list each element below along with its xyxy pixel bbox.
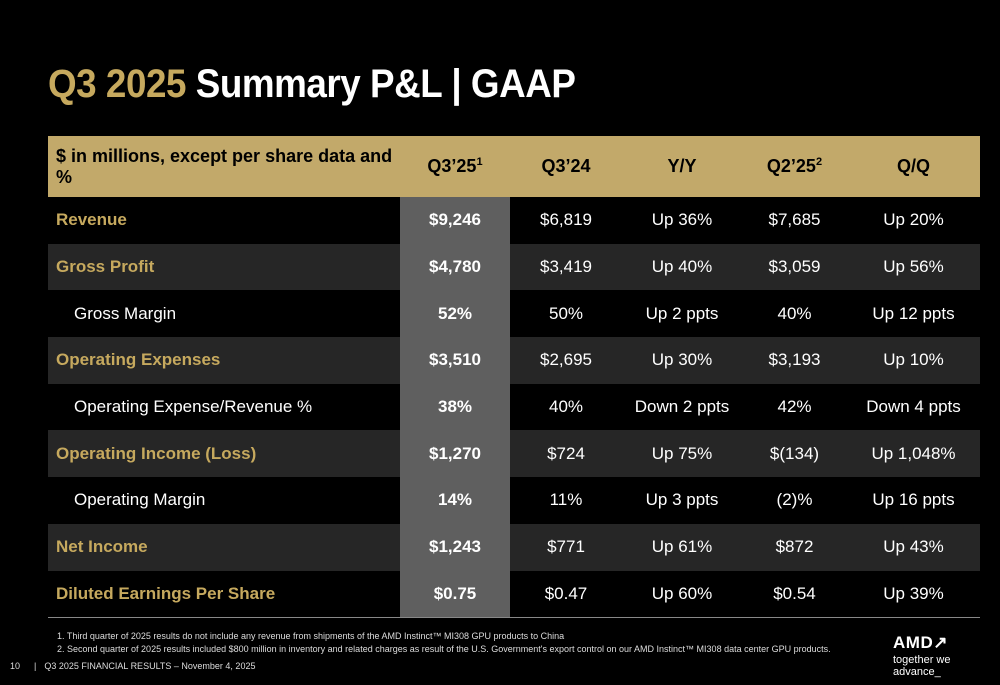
table-row: Gross Margin 52% 50% Up 2 ppts 40% Up 12 ppts [48,290,980,338]
table-row: Operating Expense/Revenue % 38% 40% Down 2 … [48,383,980,431]
cell-yy: Up 75% [651,443,713,463]
cell-q3-25: $3,510 [400,337,510,384]
row-label: Operating Expenses [56,350,221,370]
cell-qq: Up 10% [883,350,944,370]
row-label: Gross Margin [74,303,177,323]
header-yy: Y/Y [622,136,742,197]
cell-q3-25: 52% [400,290,510,338]
cell-q2-25: 42% [777,397,812,417]
cell-q2-25: $3,059 [768,257,821,277]
pl-summary-table: $ in millions, except per share data and… [48,136,980,618]
cell-yy: Up 30% [651,350,713,370]
cell-q3-25: $0.75 [400,570,510,618]
row-label: Net Income [56,537,148,557]
footnote-ref-1: 1 [476,156,483,168]
cell-q3-25: $4,780 [400,243,510,291]
cell-qq: Down 4 ppts [866,397,961,417]
row-label: Diluted Earnings Per Share [56,583,276,603]
cell-qq: Up 20% [883,210,944,230]
cell-q2-25: $7,685 [768,210,821,230]
header-q3-24: Q3’24 [510,136,622,197]
cell-q3-24: $0.47 [544,583,588,603]
cell-q3-24: $724 [547,443,585,463]
footnote-2: 2. Second quarter of 2025 results includ… [57,644,831,654]
amd-logo: AMD↗ together we advance_ [893,633,1000,678]
header-label: $ in millions, except per share data and… [48,136,400,197]
cell-yy: Up 40% [651,257,713,277]
header-q2-25-text: Q2’25 [766,156,816,176]
cell-yy: Up 60% [651,583,713,603]
table-row: Gross Profit $4,780 $3,419 Up 40% $3,059 Up 5… [48,243,980,291]
footer-divider: | [34,661,37,671]
logo-brand: AMD [893,633,934,652]
row-label: Operating Income (Loss) [56,443,257,463]
footnote-1: 1. Third quarter of 2025 results do not … [57,631,565,641]
cell-yy: Up 3 ppts [645,490,719,510]
cell-q2-25: $0.54 [773,583,816,603]
row-label: Operating Expense/Revenue % [74,397,313,417]
footnotes: 1. Third quarter of 2025 results do not … [57,630,831,656]
cell-q3-24: 40% [548,397,584,417]
cell-q3-24: $771 [547,537,585,557]
cell-q3-25: 14% [400,477,510,524]
cell-q3-25: $1,243 [400,523,510,571]
cell-qq: Up 1,048% [871,443,956,463]
row-label: Operating Margin [74,490,206,510]
title-rest: Summary P&L | GAAP [185,62,576,106]
logo-wordmark: AMD↗ [893,633,1000,653]
cell-q2-25: (2)% [776,490,813,510]
cell-q2-25: 40% [777,303,812,323]
cell-yy: Up 36% [651,210,713,230]
cell-q3-24: $3,419 [540,257,592,277]
cell-q3-25: $9,246 [400,197,510,244]
cell-qq: Up 43% [883,537,944,557]
cell-q3-24: $6,819 [540,210,592,230]
row-label: Revenue [56,210,127,230]
footer-text: Q3 2025 FINANCIAL RESULTS – November 4, … [44,661,256,671]
header-qq: Q/Q [847,136,980,197]
cell-q3-25: 38% [400,383,510,431]
table-row: Operating Margin 14% 11% Up 3 ppts (2)% Up 16… [48,477,980,524]
footer: 10 | Q3 2025 FINANCIAL RESULTS – November … [10,661,255,671]
table-row: Revenue $9,246 $6,819 Up 36% $7,685 Up 20% [48,197,980,244]
table-row: Operating Expenses $3,510 $2,695 Up 30% $3,1… [48,337,980,384]
header-q2-25: Q2’252 [742,136,847,197]
cell-yy: Up 2 ppts [645,303,719,323]
cell-q2-25: $(134) [769,443,820,463]
cell-yy: Down 2 ppts [634,397,730,417]
logo-tagline: together we advance_ [893,654,951,678]
cell-qq: Up 12 ppts [872,303,955,323]
cell-yy: Up 61% [651,537,713,557]
header-q3-25-text: Q3’25 [427,156,477,176]
title-highlight: Q3 2025 [48,62,186,106]
table-header-row: $ in millions, except per share data and… [48,136,980,197]
header-q3-25: Q3’251 [400,136,510,197]
cell-qq: Up 16 ppts [872,490,955,510]
cell-q3-24: 50% [548,303,584,323]
cell-qq: Up 39% [883,583,944,603]
row-label: Gross Profit [56,257,155,277]
amd-arrow-icon: ↗ [933,633,948,652]
cell-q2-25: $872 [775,537,814,557]
page-title: Q3 2025 Summary P&L | GAAP [48,62,576,107]
table-row: Net Income $1,243 $771 Up 61% $872 Up 43% [48,523,980,571]
footnote-ref-2: 2 [815,156,823,168]
cell-q3-25: $1,270 [400,430,510,478]
page-number: 10 [10,661,21,671]
cell-q2-25: $3,193 [768,350,821,370]
table-row: Operating Income (Loss) $1,270 $724 Up 75% $… [48,430,980,478]
table-row: Diluted Earnings Per Share $0.75 $0.47 Up 6… [48,570,980,618]
cell-q3-24: 11% [549,490,583,510]
cell-q3-24: $2,695 [540,350,592,370]
cell-qq: Up 56% [883,257,944,277]
